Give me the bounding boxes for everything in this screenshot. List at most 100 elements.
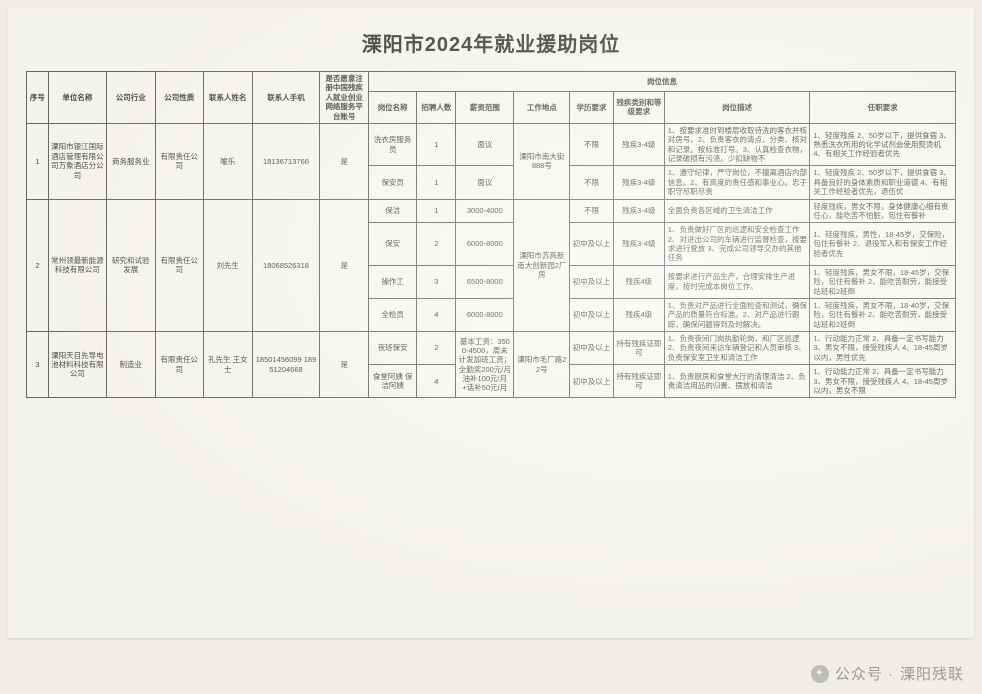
cell-count: 2 — [417, 223, 456, 266]
cell-company: 常州领最新能源科技有限公司 — [48, 199, 106, 332]
cell-salary: 6000-8000 — [456, 223, 514, 266]
cell-edu: 不限 — [570, 166, 614, 199]
cell-company: 溧阳市银江国际酒店管理有限公司万象酒店分公司 — [48, 123, 106, 199]
h-phone: 联系人手机 — [252, 72, 320, 124]
jobs-table: 序号 单位名称 公司行业 公司性质 联系人姓名 联系人手机 是否愿意注册中国残疾… — [26, 71, 956, 398]
cell-salary: 面议 — [456, 166, 514, 199]
h-registered: 是否愿意注册中国残疾人就业创业网络服务平台账号 — [320, 72, 369, 124]
cell-desc: 1、负责做好厂区的巡逻和安全检查工作 2、对进出公司的车辆进行监督检查，按要求进… — [664, 223, 810, 266]
cell-phone: 18501456099 18951204668 — [252, 332, 320, 398]
cell-salary: 3000-4000 — [456, 199, 514, 223]
page-title: 溧阳市2024年就业援助岗位 — [26, 28, 956, 57]
h-industry: 公司行业 — [107, 72, 156, 124]
cell-req: 轻度残疾，男女不限，身体健康心细有责任心，能吃苦不怕脏，包住有餐补 — [810, 199, 956, 223]
cell-contact: 喻乐 — [204, 123, 253, 199]
table-header: 序号 单位名称 公司行业 公司性质 联系人姓名 联系人手机 是否愿意注册中国残疾… — [27, 72, 956, 124]
cell-edu: 初中及以上 — [570, 223, 614, 266]
cell-req: 1、轻度残疾，男性，18-45岁，交保险，包住有餐补 2、退役军人和有保安工作经… — [810, 223, 956, 266]
table-row: 1溧阳市银江国际酒店管理有限公司万象酒店分公司商务服务业有限责任公司喻乐1813… — [27, 123, 956, 166]
cell-nature: 有限责任公司 — [155, 332, 204, 398]
cell-disab: 残疾4级 — [613, 298, 664, 331]
cell-desc: 按要求进行产品生产，合理安排生产进度，按时完成本岗位工作。 — [664, 265, 810, 298]
cell-count: 1 — [417, 166, 456, 199]
watermark-name: 溧阳残联 — [900, 663, 964, 684]
cell-disab: 残疾3-4级 — [613, 223, 664, 266]
cell-jobname: 洗衣房服务员 — [368, 123, 417, 166]
cell-edu: 初中及以上 — [570, 365, 614, 398]
cell-phone: 18136713766 — [252, 123, 320, 199]
cell-jobname: 夜班保安 — [368, 332, 417, 365]
table-body: 1溧阳市银江国际酒店管理有限公司万象酒店分公司商务服务业有限责任公司喻乐1813… — [27, 123, 956, 397]
cell-req: 1、行动能力正常 2、具备一定书写能力 3、男女不限，接受残疾人 4、18-45… — [810, 365, 956, 398]
table-row: 3溧阳天目先导电池材料科技有限公司制造业有限责任公司孔先生 王女士1850145… — [27, 332, 956, 365]
h-count: 招聘人数 — [417, 91, 456, 123]
cell-req: 1、轻度残疾 2、50岁以下，提供食宿 3、熟悉洗衣所用的化学试剂会使用熨烫机 … — [810, 123, 956, 166]
cell-location: 溧阳市南大街 888号 — [514, 123, 570, 199]
cell-desc: 1、负责对产品进行全面检查和测试，确保产品的质量符合标准。2、对产品进行跟踪，确… — [664, 298, 810, 331]
cell-edu: 初中及以上 — [570, 298, 614, 331]
cell-req: 1、轻度残疾，男女不限，18-45岁，交保险，包住有餐补 2、能吃苦耐劳，能接受… — [810, 265, 956, 298]
cell-location: 溧阳市苏高新南大创新园2厂房 — [514, 199, 570, 332]
cell-edu: 不限 — [570, 199, 614, 223]
h-salary: 薪资范围 — [456, 91, 514, 123]
h-contact: 联系人姓名 — [204, 72, 253, 124]
cell-disab: 持有残疾证即可 — [613, 365, 664, 398]
cell-salary: 基本工资：3500-4500，周末计发加班工资；全勤奖200元/月 油补100元… — [456, 332, 514, 398]
cell-disab: 残疾3-4级 — [613, 123, 664, 166]
cell-count: 1 — [417, 123, 456, 166]
cell-jobname: 全检员 — [368, 298, 417, 331]
cell-seq: 2 — [27, 199, 49, 332]
cell-seq: 1 — [27, 123, 49, 199]
cell-count: 3 — [417, 265, 456, 298]
h-company: 单位名称 — [48, 72, 106, 124]
h-jobname: 岗位名称 — [368, 91, 417, 123]
h-jobinfo: 岗位信息 — [368, 72, 955, 92]
h-edu: 学历要求 — [570, 91, 614, 123]
table-row: 2常州领最新能源科技有限公司研究和试验发展有限责任公司刘先生1806852631… — [27, 199, 956, 223]
cell-req: 1、轻度残疾 2、50岁以下，提供食宿 3、具备良好的身体素质和职业道德 4、有… — [810, 166, 956, 199]
cell-jobname: 保安 — [368, 223, 417, 266]
cell-jobname: 保安员 — [368, 166, 417, 199]
cell-desc: 1、按要求准时到楼层收取待洗的客衣并核对房号。2、负责客衣的清点、分类、核对和记… — [664, 123, 810, 166]
cell-registered: 是 — [320, 123, 369, 199]
cell-jobname: 保洁 — [368, 199, 417, 223]
cell-salary: 6500-8000 — [456, 265, 514, 298]
cell-desc: 1、负责厨房和食堂大厅的清理清洁 2、负责清洁用品的归置、摆放和清洁 — [664, 365, 810, 398]
watermark-prefix: 公众号 · — [835, 663, 894, 684]
cell-salary: 6000-8000 — [456, 298, 514, 331]
cell-industry: 制造业 — [107, 332, 156, 398]
cell-industry: 研究和试验发展 — [107, 199, 156, 332]
cell-jobname: 食堂阿姨 保洁阿姨 — [368, 365, 417, 398]
cell-edu: 初中及以上 — [570, 265, 614, 298]
h-disab: 残疾类别和等级要求 — [613, 91, 664, 123]
cell-jobname: 操作工 — [368, 265, 417, 298]
cell-registered: 是 — [320, 199, 369, 332]
cell-desc: 1、负责夜间门岗执勤轮岗，和厂区巡逻 2、负责夜间来访车辆登记和人员审核 3、负… — [664, 332, 810, 365]
cell-disab: 残疾3-4级 — [613, 199, 664, 223]
cell-disab: 残疾3-4级 — [613, 166, 664, 199]
h-seq: 序号 — [27, 72, 49, 124]
cell-seq: 3 — [27, 332, 49, 398]
cell-industry: 商务服务业 — [107, 123, 156, 199]
cell-count: 4 — [417, 298, 456, 331]
cell-count: 2 — [417, 332, 456, 365]
cell-edu: 不限 — [570, 123, 614, 166]
document-page: 溧阳市2024年就业援助岗位 序号 单位名称 公司行业 公司性质 联系人姓名 联… — [8, 8, 974, 638]
cell-desc: 全面负责各区域的卫生清洁工作 — [664, 199, 810, 223]
watermark: ✦ 公众号 · 溧阳残联 — [811, 663, 964, 684]
cell-nature: 有限责任公司 — [155, 123, 204, 199]
cell-disab: 残疾4级 — [613, 265, 664, 298]
cell-count: 1 — [417, 199, 456, 223]
cell-nature: 有限责任公司 — [155, 199, 204, 332]
cell-company: 溧阳天目先导电池材料科技有限公司 — [48, 332, 106, 398]
cell-phone: 18068526318 — [252, 199, 320, 332]
cell-disab: 持有残疾证即可 — [613, 332, 664, 365]
cell-req: 1、轻度残疾，男女不限，18-40岁，交保险，包住有餐补 2、能吃苦耐劳，能接受… — [810, 298, 956, 331]
cell-desc: 1、遵守纪律，严守岗位，不擅离酒店内部信息。2、有高度的责任感和事业心。忠于职守… — [664, 166, 810, 199]
h-location: 工作地点 — [514, 91, 570, 123]
cell-edu: 初中及以上 — [570, 332, 614, 365]
cell-contact: 孔先生 王女士 — [204, 332, 253, 398]
cell-location: 溧阳市毛厂路22号 — [514, 332, 570, 398]
cell-salary: 面议 — [456, 123, 514, 166]
wechat-icon: ✦ — [811, 665, 829, 683]
